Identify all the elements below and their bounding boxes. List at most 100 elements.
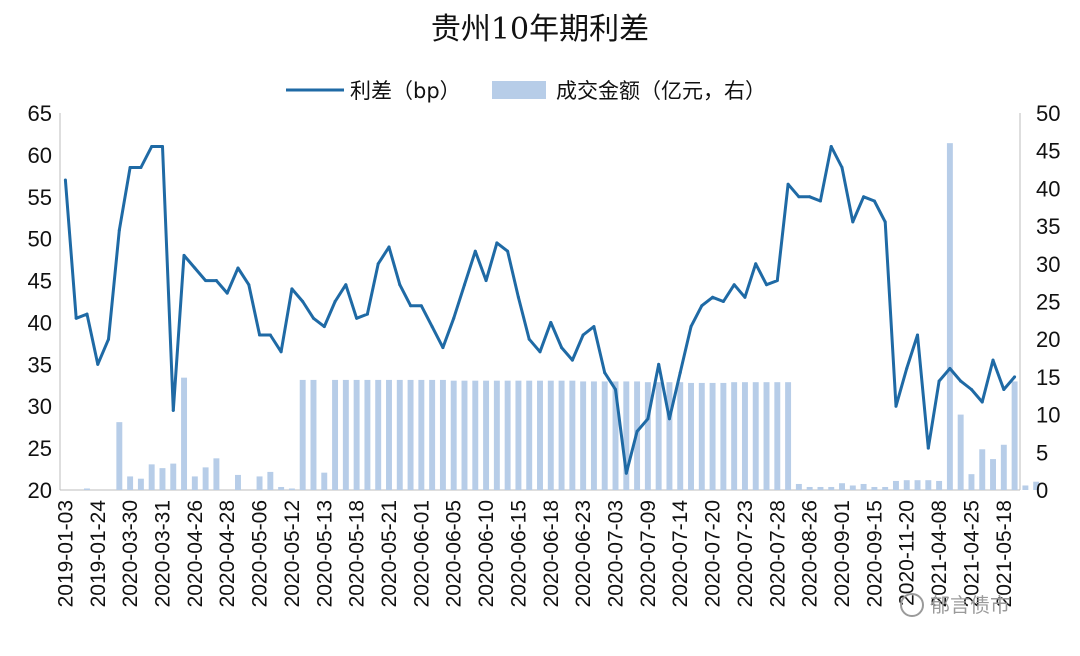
line-point bbox=[689, 325, 693, 329]
x-tick-label: 2020-09-01 bbox=[831, 500, 854, 607]
bar bbox=[1011, 381, 1018, 490]
line-point bbox=[570, 358, 574, 362]
x-tick-label: 2020-07-14 bbox=[669, 500, 692, 608]
line-point bbox=[484, 279, 488, 283]
bar bbox=[526, 380, 533, 490]
bar bbox=[547, 380, 554, 490]
line-point bbox=[290, 287, 294, 291]
bar bbox=[590, 381, 597, 490]
x-tick-label: 2020-03-31 bbox=[151, 500, 174, 607]
line-point bbox=[322, 325, 326, 329]
left-y-tick-label: 55 bbox=[28, 185, 52, 210]
bar bbox=[709, 382, 716, 490]
bar bbox=[299, 379, 306, 490]
bar bbox=[418, 379, 425, 490]
line-point bbox=[592, 325, 596, 329]
line-series bbox=[63, 145, 1017, 475]
x-tick-label: 2020-06-05 bbox=[443, 500, 466, 607]
bar bbox=[310, 379, 317, 490]
line-point bbox=[991, 358, 995, 362]
x-tick-label: 2020-08-26 bbox=[799, 500, 822, 607]
bar bbox=[914, 480, 921, 490]
bar bbox=[623, 381, 630, 490]
line-point bbox=[516, 295, 520, 299]
bar bbox=[407, 379, 414, 490]
bar bbox=[256, 476, 263, 490]
x-tick-label: 2021-05-18 bbox=[993, 500, 1016, 607]
x-tick-label: 2020-07-23 bbox=[734, 500, 757, 607]
line-point bbox=[711, 295, 715, 299]
line-point bbox=[883, 220, 887, 224]
x-tick-label: 2020-06-18 bbox=[540, 500, 563, 607]
right-y-tick-label: 20 bbox=[1036, 327, 1060, 352]
line-point bbox=[171, 408, 175, 412]
x-tick-label: 2019-01-24 bbox=[87, 500, 110, 608]
bar bbox=[785, 382, 792, 490]
legend: 利差（bp） 成交金额（亿元，右） bbox=[286, 79, 766, 103]
line-point bbox=[916, 333, 920, 337]
line-point bbox=[862, 195, 866, 199]
x-tick-label: 2020-09-15 bbox=[863, 500, 886, 607]
bar bbox=[116, 422, 123, 490]
line-point bbox=[214, 279, 218, 283]
left-y-tick-label: 50 bbox=[28, 227, 52, 252]
line-point bbox=[139, 165, 143, 169]
right-y-tick-label: 50 bbox=[1036, 101, 1060, 126]
bar bbox=[720, 382, 727, 490]
right-y-tick-label: 35 bbox=[1036, 214, 1060, 239]
line-point bbox=[355, 316, 359, 320]
bar bbox=[946, 143, 953, 490]
right-y-tick-label: 30 bbox=[1036, 252, 1060, 277]
bar bbox=[396, 379, 403, 490]
line-point bbox=[376, 262, 380, 266]
line-point bbox=[872, 199, 876, 203]
x-tick-label: 2020-07-20 bbox=[702, 500, 725, 607]
line-point bbox=[387, 245, 391, 249]
line-point bbox=[462, 283, 466, 287]
line-point bbox=[840, 165, 844, 169]
wechat-icon bbox=[900, 593, 924, 617]
bar bbox=[968, 474, 975, 490]
line-point bbox=[624, 471, 628, 475]
line-point bbox=[948, 367, 952, 371]
line-point bbox=[182, 253, 186, 257]
line-point bbox=[797, 195, 801, 199]
bar bbox=[828, 486, 835, 490]
line-point bbox=[980, 400, 984, 404]
bar bbox=[892, 480, 899, 490]
bar bbox=[612, 381, 619, 490]
line-point bbox=[894, 404, 898, 408]
bar bbox=[375, 379, 382, 490]
bar-series bbox=[84, 143, 1040, 490]
bar bbox=[483, 380, 490, 490]
bar bbox=[882, 486, 889, 490]
x-tick-label: 2021-04-25 bbox=[960, 500, 983, 607]
x-tick-label: 2020-07-03 bbox=[605, 500, 628, 607]
bar bbox=[644, 382, 651, 490]
line-point bbox=[107, 337, 111, 341]
bar bbox=[839, 483, 845, 490]
x-tick-label: 2020-07-09 bbox=[637, 500, 660, 607]
line-point bbox=[969, 387, 973, 391]
right-y-tick-label: 45 bbox=[1036, 139, 1060, 164]
line-point bbox=[344, 283, 348, 287]
line-point bbox=[365, 312, 369, 316]
bar bbox=[806, 486, 813, 490]
bar bbox=[84, 488, 90, 490]
bar bbox=[698, 382, 705, 490]
line-point bbox=[279, 350, 283, 354]
bar bbox=[537, 380, 543, 490]
line-point bbox=[506, 249, 510, 253]
bar bbox=[817, 486, 824, 490]
left-y-tick-label: 65 bbox=[28, 101, 52, 126]
bar bbox=[170, 463, 177, 490]
bar bbox=[957, 414, 964, 490]
x-tick-label: 2020-04-28 bbox=[216, 500, 239, 607]
line-point bbox=[96, 362, 100, 366]
x-tick-label: 2019-01-03 bbox=[54, 500, 77, 607]
bar bbox=[191, 476, 198, 490]
line-point bbox=[549, 320, 553, 324]
line-point bbox=[430, 325, 434, 329]
bar bbox=[472, 380, 479, 490]
